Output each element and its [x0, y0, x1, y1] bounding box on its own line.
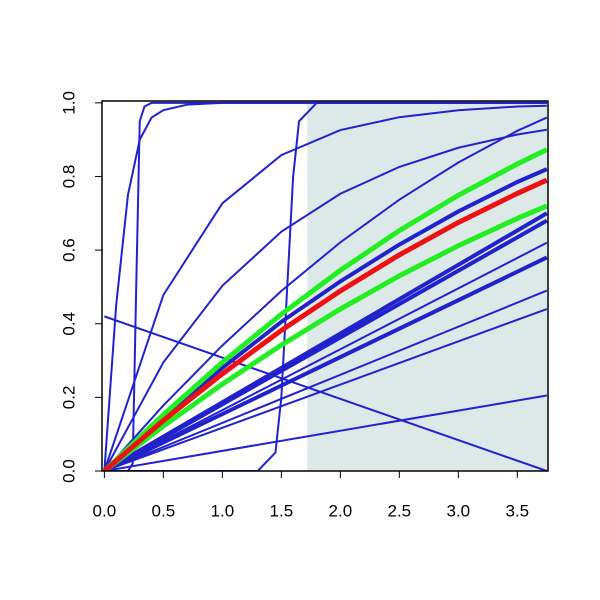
- series-line: [103, 289, 548, 471]
- x-tick-label: 2.5: [388, 501, 412, 520]
- series-line: [102, 147, 548, 471]
- series-line: [103, 116, 548, 471]
- series-line: [104, 101, 547, 471]
- x-tick-label: 2.0: [329, 501, 353, 520]
- y-tick-label: 0.8: [59, 165, 78, 189]
- series-line: [103, 101, 547, 471]
- series-line: [103, 167, 548, 471]
- y-tick-label: 0.4: [59, 312, 78, 336]
- x-tick-label: 3.5: [506, 501, 530, 520]
- x-tick-label: 1.0: [211, 501, 235, 520]
- series-line: [103, 211, 548, 471]
- series-line: [103, 128, 547, 471]
- series-line: [104, 308, 548, 471]
- series-line: [103, 241, 548, 471]
- y-tick-label: 0.0: [59, 459, 78, 483]
- y-tick-label: 0.2: [59, 386, 78, 410]
- series-line: [104, 394, 547, 471]
- series-line: [102, 177, 548, 471]
- x-tick-label: 0.5: [152, 501, 176, 520]
- y-tick-label: 1.0: [59, 91, 78, 115]
- series-line: [103, 255, 548, 471]
- x-tick-label: 3.0: [447, 501, 471, 520]
- series-line: [102, 203, 548, 471]
- x-tick-label: 1.5: [270, 501, 294, 520]
- y-tick-label: 0.6: [59, 238, 78, 262]
- plot-frame: [101, 100, 549, 472]
- series-line: [104, 101, 547, 471]
- x-tick-label: 0.0: [93, 501, 117, 520]
- series-line: [103, 104, 547, 471]
